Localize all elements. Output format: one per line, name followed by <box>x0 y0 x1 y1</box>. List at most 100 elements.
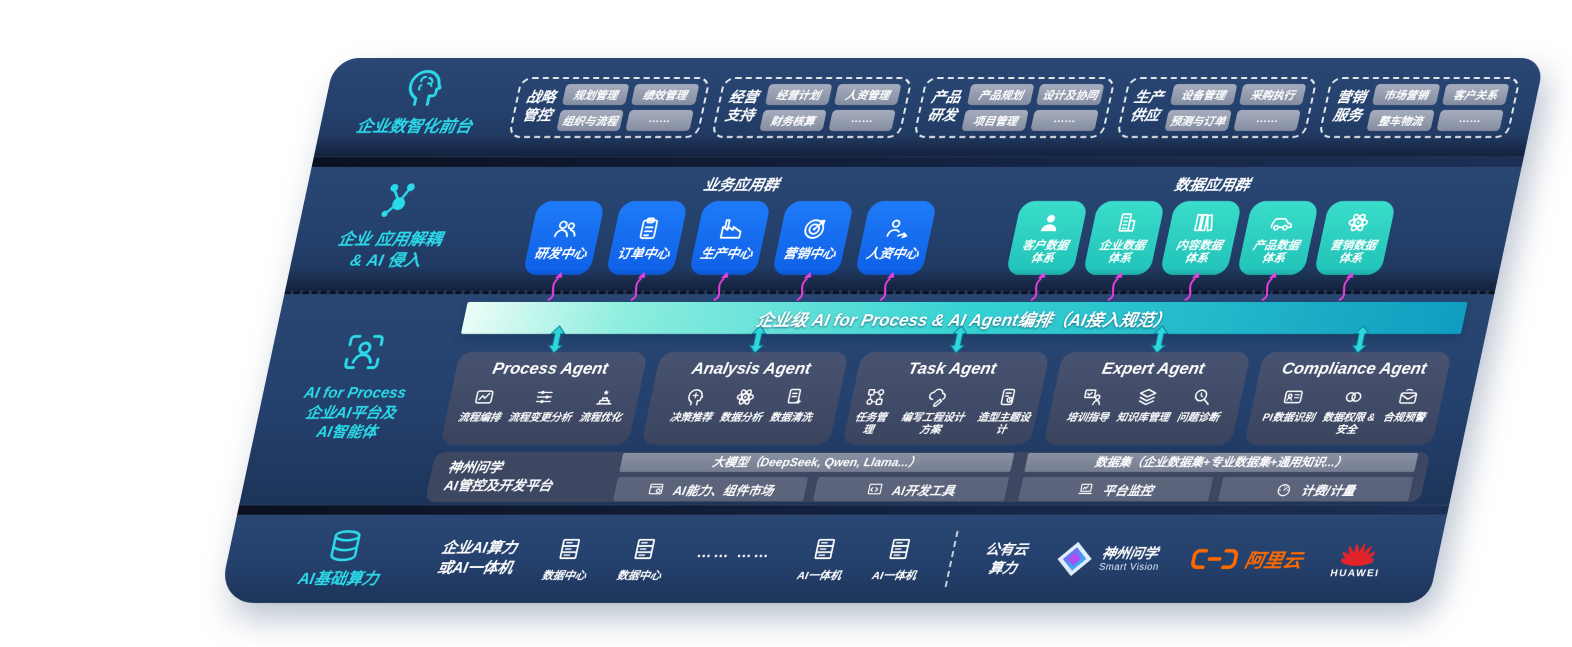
ai-appliance-node: AI一体机 <box>871 536 925 583</box>
app-box-hr-center: 人资中心 <box>854 201 938 301</box>
training-icon <box>1079 386 1106 408</box>
group-chips: 产品规划 设计及协同 项目管理 …… <box>961 84 1105 131</box>
group-chips: 设备管理 采购执行 预测与订单 …… <box>1164 84 1307 131</box>
app-box-marketing-center: 营销中心 <box>771 201 855 301</box>
agent-row: Process Agent 流程编排 流程变更分析 流程优化 <box>440 325 1452 446</box>
chip: …… <box>1436 110 1504 131</box>
atom-icon <box>1343 210 1373 235</box>
data-group-title: 数据应用群 <box>1172 177 1252 194</box>
group-product-rd: 产品 研发 产品规划 设计及协同 项目管理 …… <box>913 77 1116 138</box>
agent-title: Compliance Agent <box>1280 360 1429 378</box>
platform-label: 神州问学 AI管控及开发平台 <box>442 460 554 493</box>
id-card-icon <box>1280 386 1307 408</box>
chip: 经营计划 <box>764 84 833 105</box>
agent-item-label: 造型主题设计 <box>976 412 1032 437</box>
agent-item: 流程变更分析 <box>507 386 578 424</box>
brain-head-icon <box>396 66 449 110</box>
group-operation-support: 经营 支持 经营计划 人资管理 财务核算 …… <box>710 77 914 138</box>
chip: 绩效管理 <box>631 84 700 105</box>
double-arrow-icon <box>1150 325 1169 354</box>
huawei-name: HUAWEI <box>1329 568 1381 579</box>
node-label: 数据中心 <box>615 569 663 582</box>
smartvision-sub: Smart Vision <box>1097 561 1160 573</box>
smartvision-name: 神州问学 <box>1100 545 1160 562</box>
alert-mail-icon <box>1395 386 1422 408</box>
double-arrow-icon <box>949 325 968 354</box>
group-marketing-service: 营销 服务 市场营销 客户关系 整车物流 …… <box>1318 77 1521 138</box>
chip: …… <box>625 110 694 131</box>
model-block: 大模型（DeepSeek, Qwen, Llama...） AI能力、组件市场 … <box>613 453 1014 501</box>
clean-icon <box>782 386 809 408</box>
app-box-rd-center: 研发中心 <box>522 201 606 301</box>
group-strategy-control: 战略 管控 规划管理 绩效管理 组织与流程 …… <box>507 77 711 138</box>
agent-item: 流程优化 <box>578 386 628 424</box>
agent-item: 数据权限 & 安全 <box>1319 386 1382 436</box>
dev-tools-icon <box>865 481 886 498</box>
node-label: 数据中心 <box>540 569 588 582</box>
agent-item-label: 流程编排 <box>457 412 502 424</box>
agent-item: 决策推荐 <box>669 386 719 424</box>
design-icon <box>995 386 1022 408</box>
agent-items: 任务管理 编写工程设计方案 造型主题设计 <box>849 386 1038 436</box>
agent-item-label: 流程变更分析 <box>507 412 573 424</box>
chip: 市场营销 <box>1372 84 1441 105</box>
ai-appliance-node: AI一体机 <box>796 536 850 583</box>
server-icon <box>629 536 661 562</box>
data-app-group: 数据应用群 客户数据 体系 企业数据 体系 内容数据 体系 <box>1002 174 1402 301</box>
workflow-icon <box>470 386 497 408</box>
node-label: AI一体机 <box>795 569 843 582</box>
data-box-product: 产品数据 体系 <box>1236 201 1320 301</box>
group-name: 营销 服务 <box>1331 90 1368 124</box>
chip: 整车物流 <box>1366 110 1435 131</box>
hr-icon <box>882 215 915 242</box>
layers-icon <box>1134 386 1161 408</box>
app-box-label: 研发中心 <box>533 245 589 261</box>
agent-card-task: Task Agent 任务管理 编写工程设计方案 造型主题设计 <box>842 325 1050 446</box>
server-icon <box>884 536 916 562</box>
rings-icon <box>1340 386 1367 408</box>
cell-label: AI能力、组件市场 <box>671 483 775 498</box>
model-cells: AI能力、组件市场 AI开发工具 <box>613 477 1009 501</box>
chip: …… <box>1030 110 1099 131</box>
app-groups: 业务应用群 研发中心 订单中心 生产中心 <box>473 167 1522 301</box>
data-box-enterprise: 企业数据 体系 <box>1082 201 1166 301</box>
dashed-divider <box>944 531 959 587</box>
sliders-icon <box>531 386 558 408</box>
agent-item-label: 数据权限 & 安全 <box>1321 412 1377 437</box>
agent-card-process: Process Agent 流程编排 流程变更分析 流程优化 <box>440 325 648 446</box>
platform-row: 神州问学 AI管控及开发平台 大模型（DeepSeek, Qwen, Llama… <box>424 452 1431 502</box>
data-box-label: 内容数据 体系 <box>1174 240 1224 265</box>
agent-title: Task Agent <box>906 360 999 378</box>
agent-items: 决策推荐 数据分析 数据清洗 <box>651 386 837 424</box>
group-name: 生产 供应 <box>1128 90 1165 124</box>
smartvision-logo: 神州问学 Smart Vision <box>1053 541 1164 577</box>
diagnose-icon <box>1189 386 1216 408</box>
front-office-label-col: 企业数智化前台 <box>314 58 523 157</box>
public-cloud-label: 公有云 算力 <box>984 541 1030 576</box>
chip: 采购执行 <box>1239 84 1307 105</box>
chip: 产品规划 <box>967 84 1035 105</box>
agent-item-label: 培训指导 <box>1065 412 1110 424</box>
layer-edge <box>237 505 1450 515</box>
cloud-pen-icon <box>924 386 951 408</box>
alicloud-name: 阿里云 <box>1242 550 1305 572</box>
data-boxes: 客户数据 体系 企业数据 体系 内容数据 体系 <box>1005 201 1397 301</box>
agent-title: Process Agent <box>490 360 610 378</box>
decision-icon <box>682 386 709 408</box>
app-box-production-center: 生产中心 <box>688 201 772 301</box>
datacenter-node: 数据中心 <box>616 536 670 583</box>
agent-title: Expert Agent <box>1100 360 1207 378</box>
front-office-band: 企业数智化前台 战略 管控 规划管理 绩效管理 组织与流程 …… 经营 支持 经… <box>313 58 1545 157</box>
chip: 人资管理 <box>833 84 902 105</box>
flow-arrow-icon <box>1183 271 1199 301</box>
chip: 设计及协同 <box>1036 84 1105 105</box>
dev-tools-cell: AI开发工具 <box>813 477 1009 501</box>
group-chips: 市场营销 客户关系 整车物流 …… <box>1366 84 1510 131</box>
flow-arrow-icon <box>1029 271 1045 301</box>
ellipsis-text: …… …… <box>695 543 774 561</box>
flow-arrow-icon <box>1337 271 1353 301</box>
chip: 规划管理 <box>561 84 630 105</box>
cell-label: AI开发工具 <box>890 483 957 498</box>
ai-platform-band: 企业级 AI for Process & AI Agent编排（AI接入规范） … <box>239 291 1496 505</box>
